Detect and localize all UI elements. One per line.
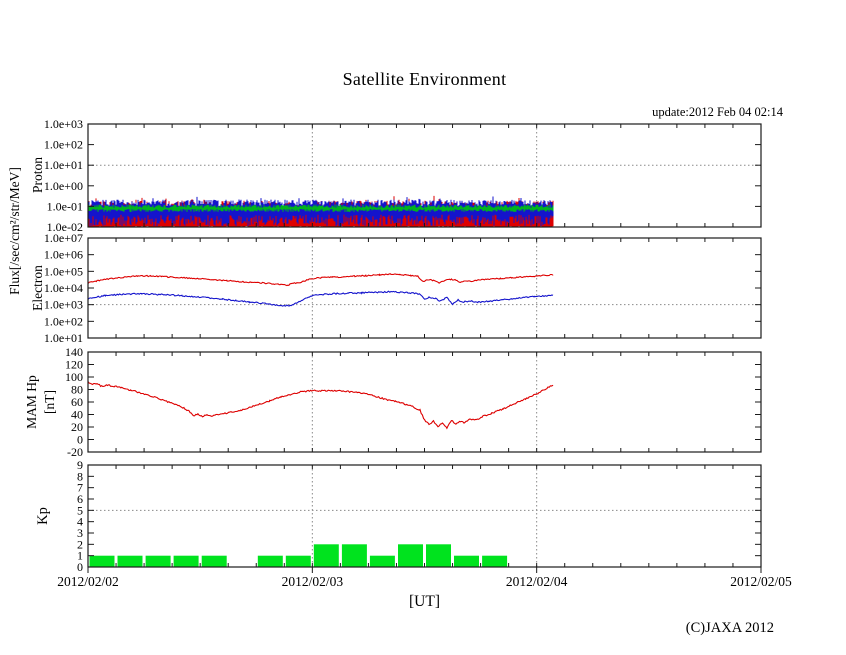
proton-y-tick-label: 1.0e+00 [44,179,83,193]
mam-frame [87,351,762,453]
proton-y-tick-label: 1.0e+02 [44,138,83,152]
electron-y-tick-label: 1.0e+04 [44,281,83,295]
kp-bar [482,555,508,567]
kp-bar [313,544,339,567]
kp-bar [398,544,423,567]
kp-bar [117,555,143,567]
kp-y-tick-label: 9 [77,458,83,472]
electron-y-tick-label: 1.0e+03 [44,298,83,312]
kp-y-tick-label: 6 [77,492,83,506]
mam-y-tick-label: 60 [71,395,83,409]
mam-y-tick-label: 100 [65,370,83,384]
mam-y-tick-label: 140 [65,345,83,359]
electron-low-energy-blue [87,290,554,307]
electron-y-tick-label: 1.0e+02 [44,314,83,328]
kp-y-tick-label: 3 [77,526,83,540]
proton-y-tick-label: 1.0e-02 [47,220,83,234]
proton-y-tick-label: 1.0e+03 [44,117,83,131]
kp-bar [89,555,115,567]
mam-y-tick-label: 40 [71,408,83,422]
mam-y-tick-label: 20 [71,420,83,434]
kp-bar [454,555,479,567]
kp-bar [257,555,283,567]
kp-y-tick-label: 5 [77,503,83,517]
kp-bar [426,544,451,567]
kp-frame [87,464,762,568]
proton-y-tick-label: 1.0e+01 [44,158,83,172]
chart-title: Satellite Environment [342,69,507,89]
mam-hp-red [87,381,554,430]
kp-y-tick-label: 7 [77,481,83,495]
x-tick-label: 2012/02/02 [57,574,119,589]
x-tick-label: 2012/02/05 [730,574,792,589]
update-timestamp: update:2012 Feb 04 02:14 [652,105,783,119]
kp-y-tick-label: 4 [77,515,83,529]
mam-y-tick-label: 80 [71,383,83,397]
kp-bar [201,555,227,567]
electron-y-tick-label: 1.0e+06 [44,248,83,262]
mam-y-tick-label: -20 [67,445,83,459]
electron-y-tick-label: 1.0e+01 [44,331,83,345]
electron-panel: 1.0e+07 1.0e+06 1.0e+05 1.0e+04 1.0e+03 1.0e+… [44,231,762,345]
electron-frame [87,237,762,339]
kp-y-tick-label: 0 [77,560,83,574]
copyright-notice: (C)JAXA 2012 [685,620,774,636]
proton-y-tick-label: 1.0e-01 [47,199,83,213]
proton-panel: 1.0e+03 1.0e+02 1.0e+01 1.0e+00 1.0e-01 1.0e-… [44,117,762,234]
kp-bar [341,544,367,567]
mam-y-tick-label: 120 [65,358,83,372]
mam-y-tick-label: 0 [77,433,83,447]
electron-high-energy-red [87,273,554,287]
kp-y-tick-label: 8 [77,469,83,483]
electron-y-tick-label: 1.0e+05 [44,264,83,278]
kp-bar [145,555,171,567]
x-tick-label: 2012/02/04 [506,574,568,589]
x-tick-label: 2012/02/03 [282,574,344,589]
kp-bar [173,555,199,567]
time-axis-label: [UT] [409,593,440,610]
kp-y-tick-label: 1 [77,549,83,563]
electron-y-tick-label: 1.0e+07 [44,231,83,245]
proton-green-channel [88,204,554,212]
kp-y-tick-label: 2 [77,537,83,551]
kp-bar [285,555,311,567]
kp-bar [369,555,395,567]
